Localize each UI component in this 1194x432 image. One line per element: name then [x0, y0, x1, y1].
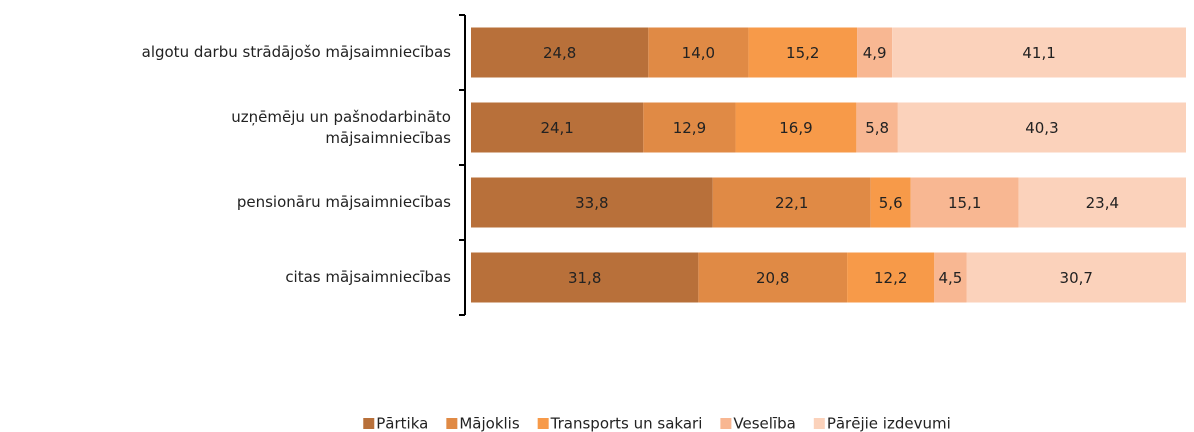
legend-swatch [813, 418, 825, 429]
bar-segment [892, 27, 1186, 78]
value-label: 12,2 [874, 269, 907, 287]
legend-label: Mājoklis [459, 415, 520, 432]
value-label: 15,1 [948, 194, 981, 212]
value-label: 4,5 [938, 269, 962, 287]
y-tick-label: pensionāru mājsaimniecības [237, 193, 451, 211]
legend-label: Veselība [733, 415, 795, 432]
value-label: 5,8 [865, 119, 889, 137]
value-label: 5,6 [879, 194, 903, 212]
bar-segment [910, 177, 1019, 228]
bar-segment [847, 252, 935, 303]
value-label: 16,9 [779, 119, 812, 137]
value-label: 15,2 [786, 44, 819, 62]
bar-segment [1018, 177, 1186, 228]
legend-label: Pārējie izdevumi [827, 415, 951, 432]
value-label: 20,8 [756, 269, 789, 287]
value-label: 41,1 [1022, 44, 1055, 62]
bar-segment [897, 102, 1186, 153]
y-tick-label: uzņēmēju un pašnodarbināto mājsaimniecība… [231, 108, 451, 147]
bar-segment [471, 102, 644, 153]
bar-segment [735, 102, 857, 153]
bar-segment [648, 27, 749, 78]
legend-label: Pārtika [376, 415, 428, 432]
bar-segment [471, 177, 713, 228]
bar-segment [471, 252, 699, 303]
bar-segment [748, 27, 858, 78]
bar-segment [698, 252, 848, 303]
value-label: 30,7 [1060, 269, 1093, 287]
legend: Pārtika Mājoklis Transports un sakari Vesel… [363, 415, 951, 432]
legend-swatch [363, 418, 375, 429]
legend-swatch [537, 418, 549, 429]
bar-segment [870, 177, 911, 228]
value-label: 4,9 [863, 44, 887, 62]
value-label: 24,8 [543, 44, 576, 62]
value-label: 40,3 [1025, 119, 1058, 137]
value-label: 23,4 [1086, 194, 1119, 212]
y-tick-label: algotu darbu strādājošo mājsaimniecības [142, 43, 452, 61]
value-label: 14,0 [682, 44, 715, 62]
value-label: 24,1 [540, 119, 573, 137]
y-tick-label: citas mājsaimniecības [285, 268, 451, 286]
bar-segment [934, 252, 967, 303]
bar-segment [471, 27, 649, 78]
value-label: 22,1 [775, 194, 808, 212]
value-label: 12,9 [673, 119, 706, 137]
legend-swatch [446, 418, 458, 429]
bar-segment [966, 252, 1186, 303]
bar-segment [643, 102, 736, 153]
legend-label: Transports un sakari [550, 415, 703, 432]
value-label: 33,8 [575, 194, 608, 212]
bar-segment [856, 102, 898, 153]
value-label: 31,8 [568, 269, 601, 287]
bar-segment [712, 177, 871, 228]
bar-segment [857, 27, 893, 78]
legend-swatch [720, 418, 732, 429]
